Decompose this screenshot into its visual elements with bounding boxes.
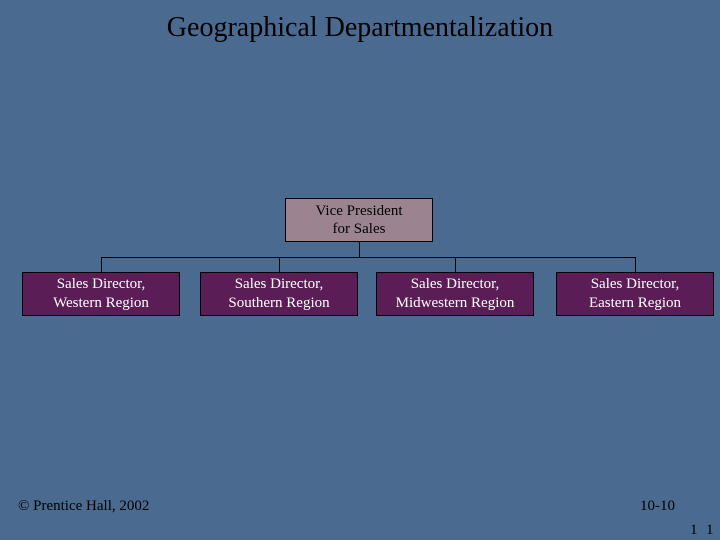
connector-drop-0 [101,257,102,272]
connector-trunk [359,242,360,257]
org-child-line2: Western Region [53,294,149,313]
org-child-node-3: Sales Director, Eastern Region [556,272,714,316]
connector-drop-1 [279,257,280,272]
org-root-line2: for Sales [333,220,386,238]
slide-number: 10-10 [640,498,675,515]
slide: Geographical Departmentalization Vice Pr… [0,0,720,540]
connector-bus [101,257,636,258]
copyright-text: © Prentice Hall, 2002 [18,498,149,515]
org-child-node-1: Sales Director, Southern Region [200,272,358,316]
org-root-node: Vice President for Sales [285,198,433,242]
org-child-line2: Southern Region [228,294,329,313]
connector-drop-3 [635,257,636,272]
org-child-line1: Sales Director, [57,275,146,294]
org-child-line2: Eastern Region [589,294,681,313]
corner-number-2: 1 [706,522,714,539]
org-child-line2: Midwestern Region [396,294,515,313]
corner-number-1: 1 [690,522,698,539]
org-root-line1: Vice President [316,202,403,220]
org-child-line1: Sales Director, [411,275,500,294]
slide-title: Geographical Departmentalization [0,12,720,44]
org-child-line1: Sales Director, [591,275,680,294]
org-child-line1: Sales Director, [235,275,324,294]
org-child-node-0: Sales Director, Western Region [22,272,180,316]
org-child-node-2: Sales Director, Midwestern Region [376,272,534,316]
connector-drop-2 [455,257,456,272]
